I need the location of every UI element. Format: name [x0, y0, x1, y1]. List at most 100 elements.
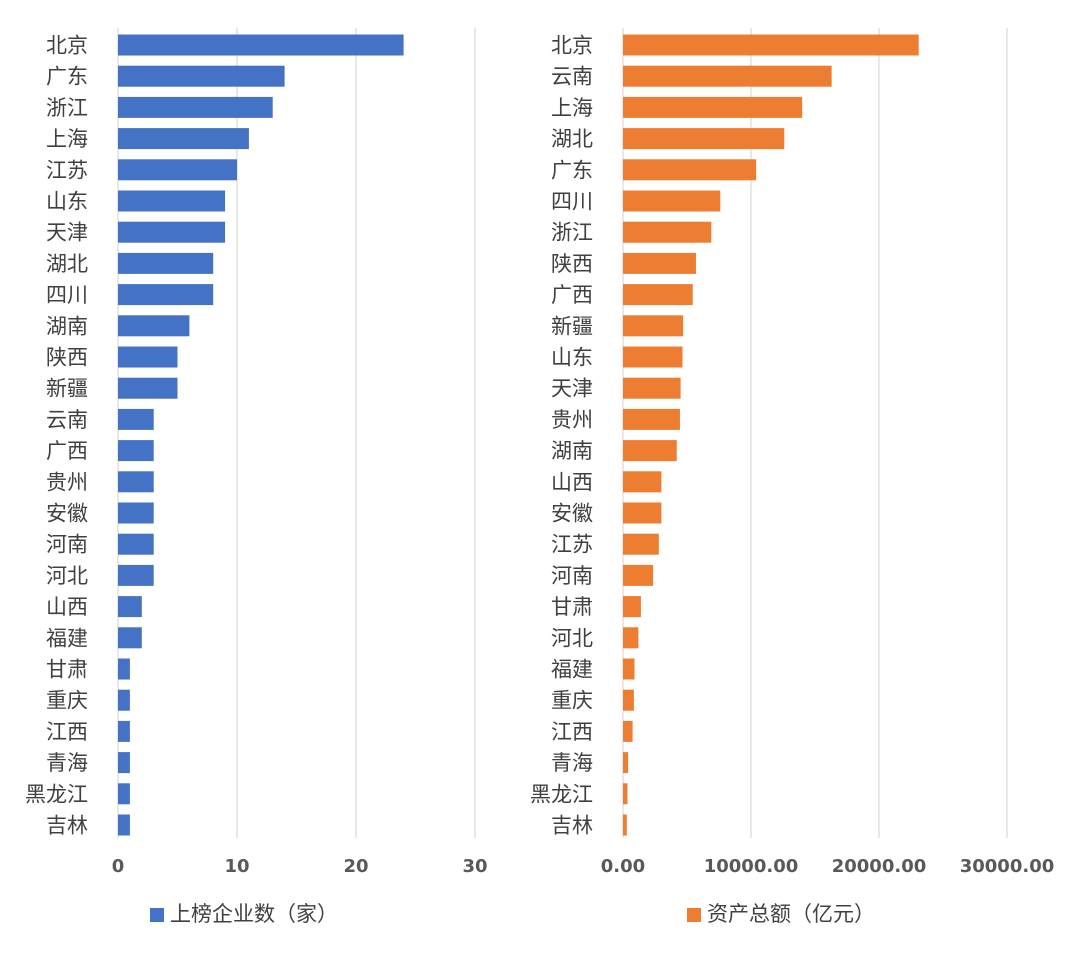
bar	[118, 658, 130, 680]
bar	[623, 502, 662, 524]
x-tick-label: 10	[224, 856, 249, 877]
bar	[623, 65, 832, 87]
chart-2: 北京云南上海湖北广东四川浙江陕西广西新疆山东天津贵州湖南山西安徽江苏河南甘肃河北…	[530, 28, 1054, 926]
category-label: 北京	[46, 34, 88, 58]
bar	[623, 34, 919, 56]
bar	[118, 284, 214, 306]
bar	[623, 408, 680, 430]
bar	[118, 96, 273, 118]
category-label: 重庆	[46, 689, 88, 713]
bar	[623, 284, 693, 306]
category-label: 上海	[46, 127, 88, 151]
category-label: 湖南	[551, 439, 593, 463]
bar	[118, 627, 142, 649]
bar	[118, 440, 154, 462]
bar	[623, 377, 681, 399]
category-label: 湖北	[551, 127, 593, 151]
category-label: 云南	[551, 65, 593, 89]
bar	[118, 689, 130, 711]
category-label: 云南	[46, 408, 88, 432]
category-label: 四川	[46, 283, 88, 307]
bar	[118, 159, 237, 181]
category-label: 河南	[551, 564, 593, 588]
category-label: 甘肃	[551, 595, 593, 619]
x-tick-label: 20000.00	[832, 856, 927, 877]
category-label: 山东	[551, 346, 593, 370]
bar	[623, 752, 629, 774]
category-label: 贵州	[551, 408, 593, 432]
legend-label: 上榜企业数（家）	[170, 902, 338, 926]
category-label: 广西	[551, 283, 593, 307]
category-label: 天津	[551, 377, 593, 401]
category-label: 江苏	[46, 158, 88, 182]
legend-label: 资产总额（亿元）	[707, 902, 875, 926]
bar	[623, 315, 684, 337]
bar	[118, 34, 404, 56]
category-label: 山西	[551, 470, 593, 494]
legend-swatch	[687, 908, 701, 922]
category-label: 广西	[46, 439, 88, 463]
bar	[623, 346, 683, 368]
category-label: 广东	[46, 65, 88, 89]
bar	[118, 221, 226, 243]
category-label: 甘肃	[46, 658, 88, 682]
bar	[118, 502, 154, 524]
category-label: 河南	[46, 533, 88, 557]
bar	[623, 720, 633, 742]
bar	[623, 221, 712, 243]
category-label: 四川	[551, 190, 593, 214]
category-label: 安徽	[551, 502, 593, 526]
x-tick-label: 0.00	[601, 856, 645, 877]
bar	[623, 627, 639, 649]
bar	[118, 564, 154, 586]
category-label: 福建	[46, 626, 88, 650]
category-label: 福建	[551, 658, 593, 682]
category-label: 新疆	[46, 377, 88, 401]
category-label: 山东	[46, 190, 88, 214]
bar	[623, 689, 634, 711]
bar	[118, 190, 226, 212]
x-tick-label: 20	[343, 856, 368, 877]
category-label: 山西	[46, 595, 88, 619]
category-label: 广东	[551, 158, 593, 182]
bar	[118, 346, 178, 368]
bar	[118, 128, 249, 150]
category-label: 重庆	[551, 689, 593, 713]
bar	[623, 96, 803, 118]
category-label: 江西	[551, 720, 593, 744]
category-label: 天津	[46, 221, 88, 245]
bar	[118, 533, 154, 555]
bar	[623, 814, 627, 836]
bar	[118, 720, 130, 742]
bar	[623, 159, 757, 181]
bar	[623, 128, 785, 150]
category-label: 吉林	[551, 814, 593, 838]
category-label: 河北	[551, 626, 593, 650]
x-tick-label: 30000.00	[960, 856, 1055, 877]
bar	[118, 471, 154, 493]
category-label: 陕西	[46, 346, 88, 370]
category-label: 陕西	[551, 252, 593, 276]
bar	[623, 658, 635, 680]
category-label: 新疆	[551, 314, 593, 338]
bar	[118, 377, 178, 399]
bar	[623, 783, 628, 805]
category-label: 北京	[551, 34, 593, 58]
category-label: 浙江	[46, 96, 88, 120]
bar	[623, 596, 641, 618]
category-label: 河北	[46, 564, 88, 588]
x-tick-label: 0	[112, 856, 125, 877]
category-label: 江苏	[551, 533, 593, 557]
bar	[118, 252, 214, 274]
category-label: 湖南	[46, 314, 88, 338]
bar	[118, 315, 190, 337]
legend-swatch	[150, 908, 164, 922]
bar	[118, 596, 142, 618]
bar	[623, 440, 677, 462]
category-label: 黑龙江	[25, 782, 88, 806]
bar	[118, 408, 154, 430]
bar	[118, 783, 130, 805]
category-label: 江西	[46, 720, 88, 744]
